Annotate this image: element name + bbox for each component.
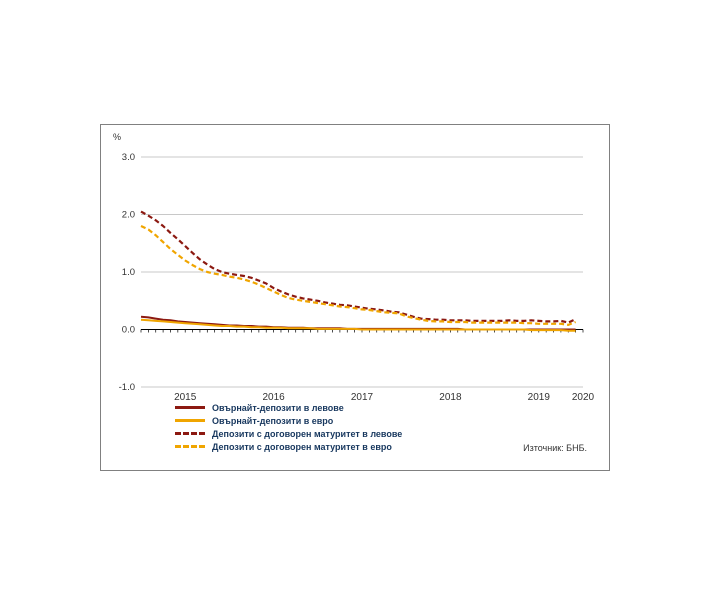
- legend-item: Депозити с договорен матуритет в левове: [175, 427, 402, 440]
- x-axis-year-label: 2017: [351, 392, 374, 403]
- x-axis-year-label: 2020: [572, 392, 595, 403]
- chart-legend: Овърнайт-депозити в левове Овърнайт-депоз…: [175, 401, 402, 453]
- x-axis-year-label: 2018: [439, 392, 462, 403]
- x-axis-year-label: 2019: [528, 392, 551, 403]
- deposit-rates-chart-panel: % 3.0 2.0 1.0 0.0 -1.0 2015 2016 2017 2018 2019 20…: [100, 124, 610, 471]
- x-axis-year-label: 2015: [174, 392, 197, 403]
- series-line: [140, 210, 577, 324]
- y-axis-tick-label: -1.0: [119, 382, 135, 393]
- legend-line-swatch: [175, 432, 205, 435]
- y-axis-tick-label: 2.0: [122, 210, 135, 221]
- series-line: [140, 225, 577, 326]
- y-axis-tick-label: 1.0: [122, 267, 135, 278]
- deposit-rates-chart: 3.0 2.0 1.0 0.0 -1.0 2015 2016 2017 2018 2019 2020: [119, 152, 595, 403]
- legend-item-label: Депозити с договорен матуритет в левове: [212, 428, 403, 439]
- y-axis-unit-label: %: [113, 132, 122, 142]
- x-axis-year-label: 2016: [262, 392, 285, 403]
- series-line: [140, 315, 576, 331]
- legend-item-label: Овърнайт-депозити в евро: [212, 415, 334, 426]
- y-axis-tick-label: 3.0: [122, 152, 135, 163]
- legend-line-swatch: [175, 419, 205, 422]
- y-axis-tick-label: 0.0: [122, 325, 135, 336]
- legend-line-swatch: [175, 406, 205, 409]
- legend-item-label: Овърнайт-депозити в левове: [212, 402, 344, 413]
- legend-item-label: Депозити с договорен матуритет в евро: [212, 441, 392, 452]
- source-label: Източник: БНБ.: [523, 443, 587, 453]
- legend-item: Овърнайт-депозити в левове: [175, 401, 402, 414]
- legend-item: Депозити с договорен матуритет в евро: [175, 440, 402, 453]
- legend-line-swatch: [175, 445, 205, 448]
- legend-item: Овърнайт-депозити в евро: [175, 414, 402, 427]
- series-line: [140, 318, 576, 332]
